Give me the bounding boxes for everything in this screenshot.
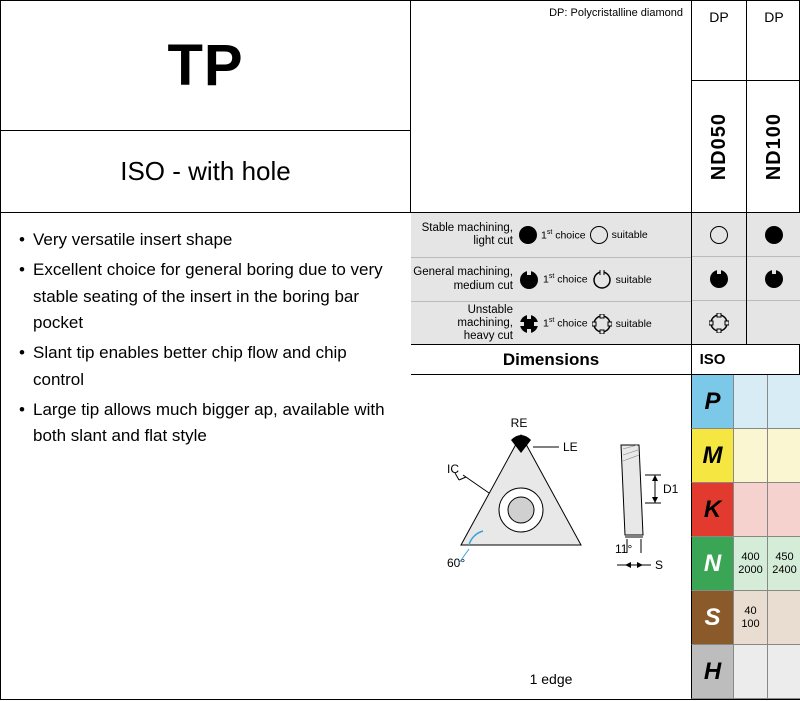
bullet-item: Slant tip enables better chip flow and c… (19, 340, 393, 393)
circle-outline-icon (710, 226, 728, 244)
svg-text:RE: RE (511, 416, 528, 430)
blank-header (733, 345, 800, 375)
iso-code-cell: K (691, 483, 733, 537)
lgm-cell (692, 213, 746, 257)
grade-col-1: DP ND050 (691, 1, 746, 213)
iso-code-cell: N (691, 537, 733, 591)
svg-text:S: S (655, 558, 663, 572)
grade-code-1: ND050 (692, 81, 746, 213)
data-cell (767, 483, 800, 537)
notch1-outline-icon (592, 270, 612, 290)
dp-note: DP: Polycristalline diamond (411, 1, 691, 213)
lgm-cell (747, 213, 800, 257)
data-columns: 400200040100 4502400 (733, 375, 800, 699)
svg-text:LE: LE (563, 440, 578, 454)
iso-code-cell: H (691, 645, 733, 699)
diagram-caption: 1 edge (411, 671, 691, 687)
legend-row-heavy: Unstable machining,heavy cut 1st choice … (411, 301, 691, 345)
product-subtitle: ISO - with hole (1, 131, 410, 213)
grade-dp-2: DP (747, 1, 800, 81)
notch1-filled-icon (764, 269, 784, 289)
circle-filled-icon (765, 226, 783, 244)
data-cell (733, 645, 767, 699)
svg-text:IC: IC (447, 462, 459, 476)
insert-svg: RE LE IC 60° D1 11° (421, 405, 681, 665)
notch4-filled-icon (519, 314, 539, 334)
iso-header: ISO (691, 345, 733, 375)
notch4-outline-icon (709, 313, 729, 333)
data-cell (767, 645, 800, 699)
svg-text:11°: 11° (615, 542, 632, 556)
data-cell: 40100 (733, 591, 767, 645)
iso-material-column: PMKNSH (691, 375, 733, 699)
notch1-filled-icon (519, 270, 539, 290)
notch1-filled-icon (709, 269, 729, 289)
feature-bullets: Very versatile insert shape Excellent ch… (1, 213, 411, 701)
lgm-cell (692, 301, 746, 345)
data-cell (733, 483, 767, 537)
iso-code-cell: P (691, 375, 733, 429)
svg-text:D1: D1 (663, 482, 679, 496)
grade-dp-1: DP (692, 1, 746, 81)
insert-diagram: RE LE IC 60° D1 11° (411, 375, 691, 701)
product-code: TP (1, 1, 410, 131)
legend-row-light: Stable machining,light cut 1st choice su… (411, 213, 691, 257)
bullet-item: Large tip allows much bigger ap, availab… (19, 397, 393, 450)
data-cell (767, 375, 800, 429)
grade-col-2: DP ND100 (746, 1, 800, 213)
grade-header-columns: DP ND050 DP ND100 (691, 1, 800, 213)
data-cell (767, 591, 800, 645)
lgm-cell (747, 301, 800, 345)
lgm-cell (692, 257, 746, 301)
data-cell (733, 375, 767, 429)
bullet-item: Excellent choice for general boring due … (19, 257, 393, 336)
data-cell (733, 429, 767, 483)
iso-code-cell: S (691, 591, 733, 645)
data-cell (767, 429, 800, 483)
legend-matrix (691, 213, 800, 345)
dimensions-header: Dimensions (411, 345, 691, 375)
grade-code-2: ND100 (747, 81, 800, 213)
notch4-outline-icon (592, 314, 612, 334)
lgm-cell (747, 257, 800, 301)
circle-outline-icon (590, 226, 608, 244)
iso-code-cell: M (691, 429, 733, 483)
catalog-page: TP ISO - with hole DP: Polycristalline d… (0, 0, 800, 700)
data-cell: 4502400 (767, 537, 800, 591)
machining-legend: Stable machining,light cut 1st choice su… (411, 213, 691, 345)
data-cell: 4002000 (733, 537, 767, 591)
title-block: TP ISO - with hole (1, 1, 411, 213)
legend-row-medium: General machining,medium cut 1st choice … (411, 257, 691, 301)
circle-filled-icon (519, 226, 537, 244)
bullet-item: Very versatile insert shape (19, 227, 393, 253)
